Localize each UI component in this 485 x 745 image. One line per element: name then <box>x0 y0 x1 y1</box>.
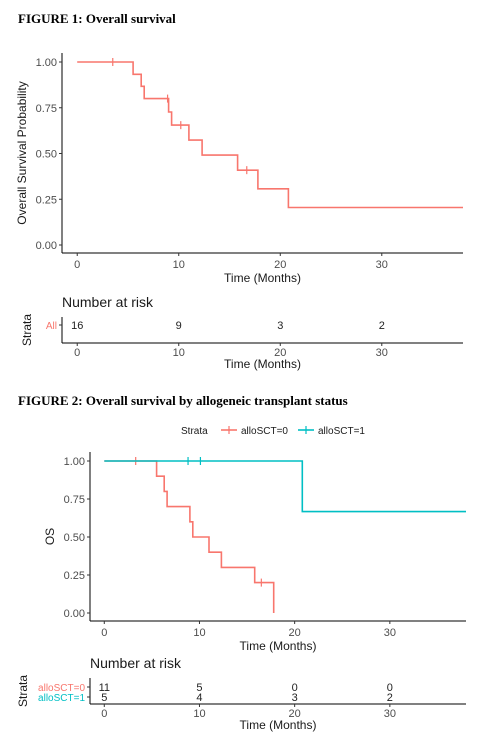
fig1-y-tick-label: 0.75 <box>36 103 57 115</box>
fig1-series-0-line <box>77 61 463 209</box>
fig2-y-tick-label: 0.50 <box>64 532 85 544</box>
fig1-y-axis-label: Overall Survival Probability <box>15 81 29 224</box>
fig1-y-tick-label: 0.25 <box>36 194 57 206</box>
fig1-x-axis-label: Time (Months) <box>224 271 301 285</box>
fig2-y-axis-label: OS <box>43 528 57 545</box>
fig1-x-tick-label: 20 <box>274 259 286 271</box>
fig2-risk-row-label: alloSCT=0 <box>38 683 85 694</box>
fig1-risk-count: 16 <box>71 320 83 332</box>
fig2-risk-count: 0 <box>292 682 298 694</box>
fig2-risk-strata-label: Strata <box>16 675 30 707</box>
fig1-x-tick-label: 10 <box>173 259 185 271</box>
fig1-risk-x-tick-label: 20 <box>274 347 286 359</box>
fig1-risk-count: 3 <box>277 320 283 332</box>
fig2-y-tick-label: 0.00 <box>64 608 85 620</box>
fig2-y-tick-label: 0.25 <box>64 570 85 582</box>
fig2-legend-title: Strata <box>181 426 208 437</box>
fig1-risk-strata-label: Strata <box>20 314 34 346</box>
fig2-risk-count: 2 <box>387 692 393 704</box>
fig2-risk-row-label: alloSCT=1 <box>38 693 85 704</box>
fig2-x-tick-label: 30 <box>384 627 396 639</box>
fig1-risk-x-tick-label: 30 <box>376 347 388 359</box>
figure2-title: FIGURE 2: Overall survival by allogeneic… <box>18 393 348 408</box>
fig1-y-tick-label: 1.00 <box>36 57 57 69</box>
fig2-risk-x-tick-label: 20 <box>289 708 301 720</box>
fig1-x-tick-label: 30 <box>376 259 388 271</box>
figure1-title: FIGURE 1: Overall survival <box>18 11 176 26</box>
fig1-risk-x-axis-label: Time (Months) <box>224 357 301 371</box>
fig2-series-0-line <box>104 460 275 613</box>
fig1-y-tick-label: 0.00 <box>36 240 57 252</box>
fig1-risk-x-tick-label: 0 <box>74 347 80 359</box>
fig2-legend-item: alloSCT=1 <box>318 426 365 437</box>
fig2-x-tick-label: 0 <box>101 627 107 639</box>
fig1-risk-row-label: All <box>46 321 57 332</box>
fig1-y-tick-label: 0.50 <box>36 149 57 161</box>
fig2-risk-x-tick-label: 10 <box>193 708 205 720</box>
fig2-risk-title: Number at risk <box>90 655 182 671</box>
fig2-y-tick-label: 1.00 <box>64 456 85 468</box>
fig2-legend-item: alloSCT=0 <box>241 426 288 437</box>
fig2-risk-count: 0 <box>387 682 393 694</box>
fig2-risk-count: 5 <box>101 692 107 704</box>
fig1-risk-count: 9 <box>176 320 182 332</box>
fig2-x-tick-label: 20 <box>289 627 301 639</box>
fig2-risk-x-tick-label: 0 <box>101 708 107 720</box>
fig2-x-tick-label: 10 <box>193 627 205 639</box>
fig2-series-1-line <box>104 460 466 513</box>
fig1-x-tick-label: 0 <box>74 259 80 271</box>
fig2-risk-x-tick-label: 30 <box>384 708 396 720</box>
fig2-risk-count: 3 <box>292 692 298 704</box>
fig1-risk-title: Number at risk <box>62 294 154 310</box>
fig2-risk-count: 4 <box>196 692 202 704</box>
fig1-risk-x-tick-label: 10 <box>173 347 185 359</box>
fig1-risk-count: 2 <box>379 320 385 332</box>
fig2-x-axis-label: Time (Months) <box>240 639 317 653</box>
fig2-risk-x-axis-label: Time (Months) <box>240 718 317 732</box>
fig2-y-tick-label: 0.75 <box>64 494 85 506</box>
fig2-risk-count: 11 <box>99 682 110 694</box>
fig2-risk-count: 5 <box>196 682 202 694</box>
